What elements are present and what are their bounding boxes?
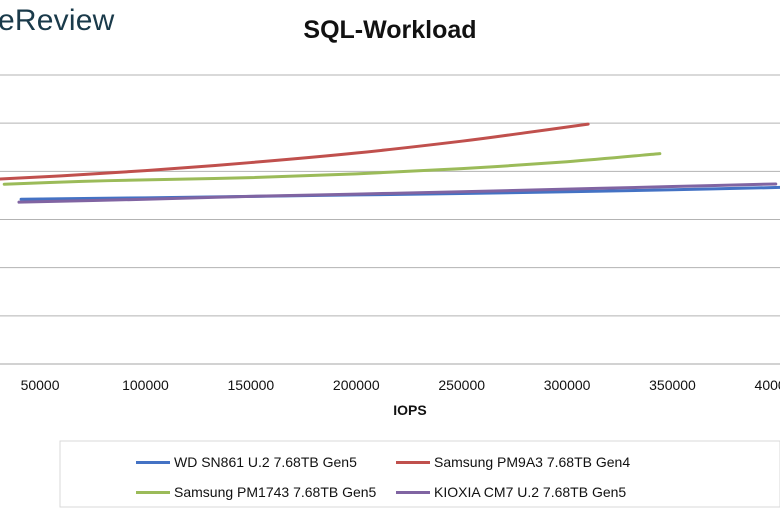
x-tick-label: 250000 xyxy=(438,377,485,393)
x-tick-label: 150000 xyxy=(228,377,275,393)
logo: eReview xyxy=(0,4,115,37)
legend-item-wd-sn861: WD SN861 U.2 7.68TB Gen5 xyxy=(136,453,357,471)
legend-swatch-kioxia-cm7 xyxy=(396,490,430,494)
legend-swatch-wd-sn861 xyxy=(136,460,170,464)
legend-label-samsung-pm1743: Samsung PM1743 7.68TB Gen5 xyxy=(174,484,377,500)
x-tick-label: 100000 xyxy=(122,377,169,393)
legend-label-wd-sn861: WD SN861 U.2 7.68TB Gen5 xyxy=(174,454,357,470)
x-tick-label: 400000 xyxy=(755,377,780,393)
gridlines xyxy=(0,74,780,365)
legend-box xyxy=(59,440,780,508)
series-line-samsung-pm1743 xyxy=(2,152,662,186)
legend-item-samsung-pm9a3: Samsung PM9A3 7.68TB Gen4 xyxy=(396,453,630,471)
legend-item-kioxia-cm7: KIOXIA CM7 U.2 7.68TB Gen5 xyxy=(396,483,626,501)
chart-title: SQL-Workload xyxy=(303,16,477,44)
series-line-kioxia-cm7 xyxy=(17,182,778,204)
legend-item-samsung-pm1743: Samsung PM1743 7.68TB Gen5 xyxy=(136,483,376,501)
x-tick-label: 300000 xyxy=(544,377,591,393)
series-line-samsung-pm9a3 xyxy=(0,122,590,181)
x-tick-labels: 50000 100000 150000 200000 250000 300000 35000… xyxy=(21,377,780,393)
x-tick-label: 50000 xyxy=(21,377,60,393)
legend-swatch-samsung-pm9a3 xyxy=(396,460,430,464)
legend-label-kioxia-cm7: KIOXIA CM7 U.2 7.68TB Gen5 xyxy=(434,484,627,500)
x-tick-label: 350000 xyxy=(649,377,696,393)
x-tick-label: 200000 xyxy=(333,377,380,393)
legend-swatch-samsung-pm1743 xyxy=(136,490,170,494)
x-axis-label: IOPS xyxy=(393,402,427,418)
legend-label-samsung-pm9a3: Samsung PM9A3 7.68TB Gen4 xyxy=(434,454,631,470)
series-layer xyxy=(0,122,780,204)
